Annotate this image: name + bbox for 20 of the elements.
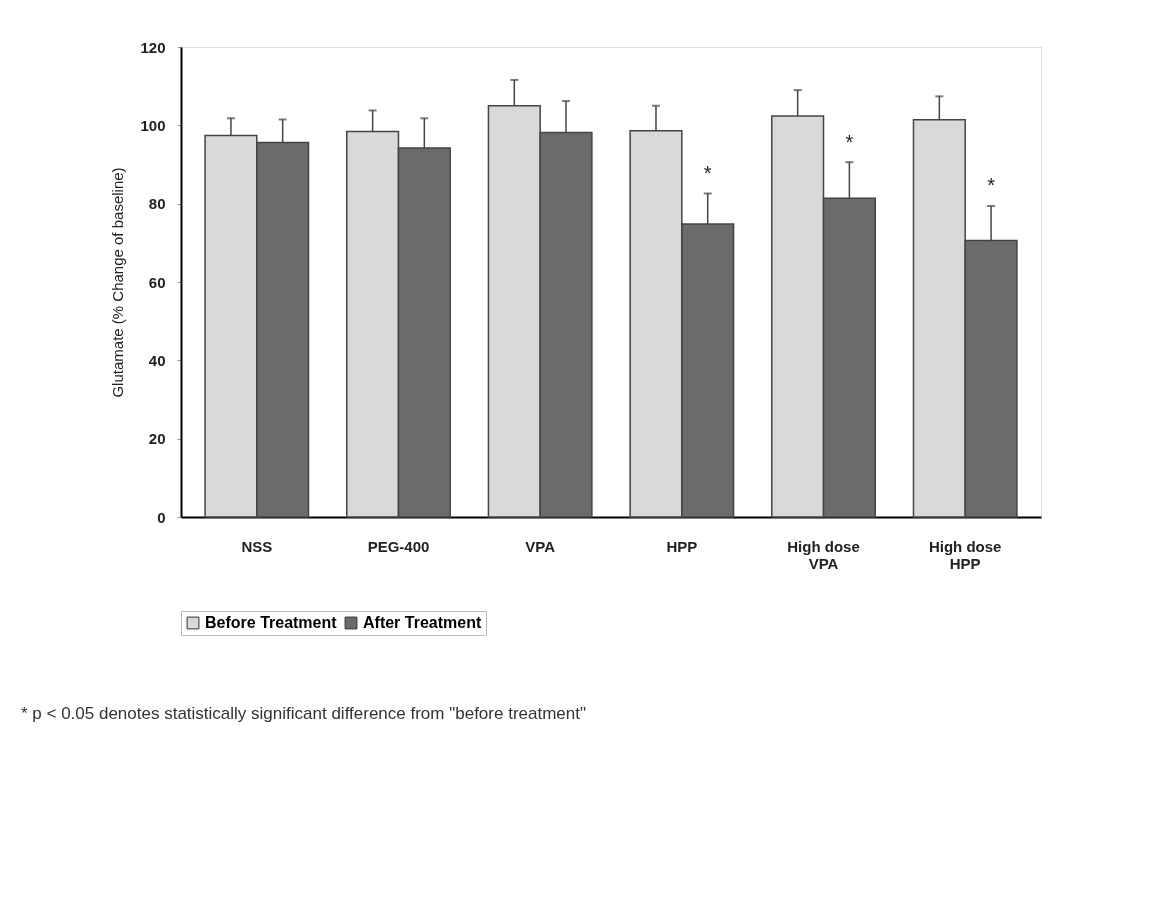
x-tick-label: VPA <box>525 537 556 555</box>
y-tick-label: 40 <box>148 351 166 369</box>
y-tick-label: 100 <box>140 116 166 134</box>
x-tick-label: NSS <box>241 537 273 555</box>
annotation: * <box>703 161 712 184</box>
y-tick-label: 80 <box>148 195 166 213</box>
y-tick-label: 20 <box>148 430 166 448</box>
y-tick-label: 60 <box>148 273 166 291</box>
legend-label: Before Treatment <box>205 614 338 631</box>
x-tick-label: PEG-400 <box>367 537 430 555</box>
y-axis-title: Glutamate (% Change of baseline) <box>109 167 127 398</box>
x-tick-label: High dose VPA <box>787 537 860 572</box>
y-tick-label: 120 <box>140 38 166 56</box>
annotation: * <box>845 131 854 154</box>
annotation: * <box>987 174 996 197</box>
text: * p < 0.05 denotes statistically significant difference from "before treatment" <box>20 703 586 723</box>
x-tick-label: High dose HPP <box>928 537 1002 572</box>
x-tick-label: HPP <box>666 537 698 555</box>
y-tick-label: 0 <box>157 508 166 526</box>
legend-label: After Treatment <box>363 614 482 631</box>
